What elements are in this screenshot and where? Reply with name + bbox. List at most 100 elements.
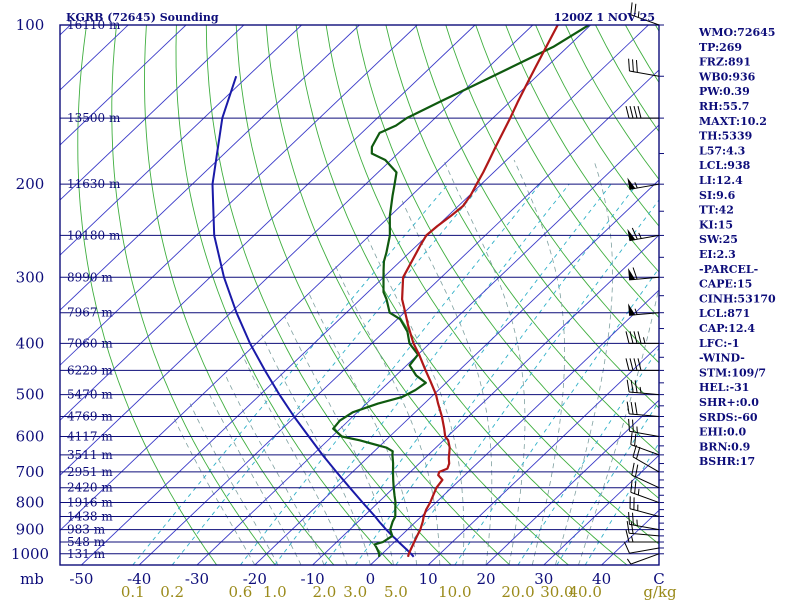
parcel-trace — [211, 75, 415, 558]
wind-barb — [625, 358, 659, 371]
wind-barb-flag — [632, 444, 637, 458]
wind-barb-shaft — [630, 491, 660, 504]
index-line: L57:4.3 — [699, 144, 745, 157]
height-label: 11630 m — [67, 177, 121, 191]
mixing-ratio-line — [354, 183, 638, 565]
wind-barb — [629, 496, 660, 517]
pressure-tick-label: 100 — [16, 16, 45, 34]
mixing-ratio-tick-label: 5.0 — [384, 583, 408, 600]
wind-barb — [626, 553, 660, 565]
isotherm — [543, 454, 659, 565]
wind-barb — [625, 529, 659, 543]
wind-barb-flag — [632, 267, 638, 280]
index-line: TP:269 — [699, 41, 742, 54]
isotherm — [60, 25, 591, 531]
wind-barb-shaft — [629, 413, 660, 417]
wind-barb-flag — [630, 2, 633, 15]
wind-barb-half-flag — [638, 232, 642, 239]
height-label: 6229 m — [67, 363, 113, 377]
dry-adiabat — [415, 25, 659, 409]
wind-barb-shaft — [629, 391, 660, 396]
valid-time: 1200Z 1 NOV 25 — [554, 11, 655, 24]
wind-barb-flag — [628, 58, 630, 72]
height-label: 2420 m — [67, 481, 113, 495]
wind-barb-half-flag — [643, 337, 646, 344]
temperature-trace — [401, 25, 559, 558]
dry-adiabat — [265, 25, 569, 565]
wind-barb-half-flag — [637, 488, 640, 496]
wind-barb-shaft — [632, 456, 660, 473]
wind-barb-flag — [632, 512, 634, 526]
height-label: 8990 m — [67, 270, 113, 284]
index-line: BSHR:17 — [699, 455, 755, 468]
temperature-tick-label: -20 — [243, 570, 267, 588]
index-line: RH:55.7 — [699, 100, 749, 113]
wind-barb — [630, 2, 660, 26]
moist-adiabat — [261, 334, 371, 565]
wind-barb-flag — [626, 520, 630, 534]
mixing-ratio-tick-label: 1.0 — [263, 583, 287, 600]
wind-barb-flag — [632, 419, 634, 433]
pressure-tick-label: 500 — [16, 386, 45, 404]
wind-barb-flag — [630, 380, 634, 393]
wind-barb — [630, 432, 660, 456]
wind-barbs — [623, 2, 660, 565]
wind-barb — [628, 58, 660, 77]
wind-barb — [627, 227, 660, 242]
wind-barb-flag — [637, 331, 642, 344]
mixing-ratio-tick-label: 20.0 — [501, 583, 534, 600]
index-line: WB0:936 — [698, 70, 756, 83]
height-label: 4117 m — [67, 429, 113, 443]
pressure-tick-label: 600 — [16, 427, 45, 445]
isotherm — [485, 399, 659, 565]
dry-adiabat — [475, 25, 659, 319]
wind-barb — [628, 303, 660, 316]
wind-barb — [625, 105, 659, 119]
height-label: 3511 m — [67, 448, 113, 462]
dry-adiabat — [775, 25, 800, 565]
wind-barb-shaft — [629, 276, 660, 281]
wind-barb-flag — [631, 462, 635, 476]
wind-barb-flag — [630, 479, 633, 493]
wind-barb-shaft — [631, 474, 660, 489]
sounding-profiles — [211, 25, 590, 558]
index-line: -PARCEL- — [699, 263, 758, 276]
mixing-ratio-unit: g/kg — [643, 583, 677, 600]
mixing-ratio-line — [132, 183, 449, 565]
moist-adiabat — [555, 159, 613, 565]
moist-adiabat — [223, 372, 325, 565]
wind-barb-flag — [629, 358, 634, 371]
index-line: CAPE:15 — [699, 278, 752, 291]
pressure-tick-label: 700 — [16, 463, 45, 481]
mixing-ratio-line — [584, 442, 659, 565]
height-label: 10180 m — [67, 228, 121, 242]
dry-adiabat — [77, 25, 218, 565]
temperature-tick-label: -10 — [301, 570, 325, 588]
index-line: TH:5339 — [699, 130, 752, 143]
wind-barb — [631, 462, 660, 489]
index-line: LCL:938 — [699, 159, 751, 172]
dry-adiabat — [445, 25, 659, 364]
wind-barb-flag — [630, 401, 634, 415]
wind-barb — [626, 520, 660, 537]
moist-adiabat — [335, 265, 441, 565]
pressure-tick-label: 400 — [16, 334, 45, 352]
index-line: KI:15 — [699, 218, 733, 231]
wind-barb-flag — [635, 60, 638, 73]
wind-barb-pennant — [628, 303, 636, 316]
wind-barb-flag — [629, 331, 634, 344]
index-line: HEL:-31 — [699, 381, 749, 394]
index-line: -WIND- — [699, 352, 745, 365]
wind-barb-flag — [633, 105, 638, 119]
isotherm — [138, 69, 659, 565]
pressure-tick-label: 800 — [16, 494, 45, 512]
index-line: SI:9.6 — [699, 189, 736, 202]
wind-barb-flag — [632, 59, 634, 72]
mixing-ratio-line — [240, 183, 541, 565]
wind-barb-flag — [630, 521, 634, 534]
mixing-ratio-tick-label: 3.0 — [343, 583, 367, 600]
index-line: LI:12.4 — [699, 174, 743, 187]
wind-barb-half-flag — [634, 308, 638, 315]
